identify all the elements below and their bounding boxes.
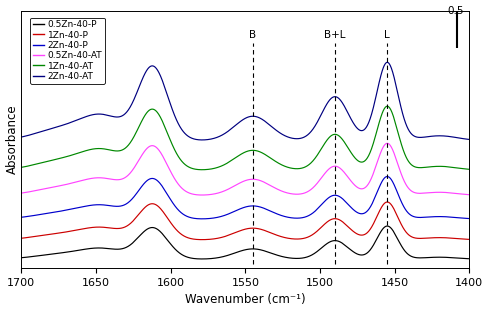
2Zn-40-AT	[197, 138, 203, 142]
1Zn-40-P	[466, 237, 471, 241]
0.5Zn-40-P	[98, 246, 103, 250]
2Zn-40-P	[197, 217, 203, 221]
1Zn-40-P	[132, 217, 138, 221]
1Zn-40-AT	[295, 167, 301, 171]
0.5Zn-40-AT	[175, 182, 181, 185]
Line: 1Zn-40-AT: 1Zn-40-AT	[21, 106, 468, 170]
1Zn-40-AT	[199, 168, 204, 172]
0.5Zn-40-P	[175, 250, 181, 254]
2Zn-40-P	[295, 216, 301, 220]
1Zn-40-P	[175, 229, 181, 233]
Text: B+L: B+L	[324, 30, 345, 40]
0.5Zn-40-AT	[295, 192, 301, 196]
0.5Zn-40-P	[466, 257, 471, 261]
0.5Zn-40-AT	[132, 165, 138, 168]
1Zn-40-P	[19, 236, 24, 240]
1Zn-40-AT	[197, 168, 203, 172]
X-axis label: Wavenumber (cm⁻¹): Wavenumber (cm⁻¹)	[184, 294, 305, 306]
0.5Zn-40-AT	[199, 193, 204, 197]
2Zn-40-AT	[19, 135, 24, 139]
2Zn-40-AT	[132, 95, 138, 99]
2Zn-40-AT	[199, 138, 204, 142]
Text: 0.5: 0.5	[446, 6, 463, 16]
0.5Zn-40-P	[19, 256, 24, 260]
2Zn-40-AT	[384, 61, 390, 64]
2Zn-40-P	[199, 217, 204, 221]
Text: L: L	[384, 30, 389, 40]
1Zn-40-AT	[19, 165, 24, 169]
2Zn-40-P	[384, 175, 389, 178]
0.5Zn-40-AT	[98, 176, 103, 180]
1Zn-40-AT	[132, 133, 138, 137]
2Zn-40-AT	[384, 61, 389, 64]
1Zn-40-AT	[175, 154, 181, 158]
0.5Zn-40-P	[295, 256, 301, 260]
1Zn-40-AT	[466, 168, 471, 171]
Text: B: B	[249, 30, 256, 40]
0.5Zn-40-AT	[466, 193, 471, 197]
Y-axis label: Absorbance: Absorbance	[5, 105, 19, 174]
2Zn-40-P	[98, 203, 103, 207]
0.5Zn-40-AT	[384, 142, 390, 145]
2Zn-40-P	[132, 194, 138, 197]
1Zn-40-AT	[98, 147, 103, 150]
2Zn-40-P	[19, 215, 24, 219]
1Zn-40-AT	[384, 105, 390, 108]
Legend: 0.5Zn-40-P, 1Zn-40-P, 2Zn-40-P, 0.5Zn-40-AT, 1Zn-40-AT, 2Zn-40-AT: 0.5Zn-40-P, 1Zn-40-P, 2Zn-40-P, 0.5Zn-40…	[30, 18, 104, 84]
1Zn-40-P	[384, 200, 389, 204]
1Zn-40-P	[199, 238, 204, 241]
0.5Zn-40-P	[132, 239, 138, 243]
1Zn-40-P	[197, 238, 203, 241]
2Zn-40-AT	[295, 137, 301, 140]
1Zn-40-AT	[384, 104, 389, 108]
2Zn-40-P	[175, 207, 181, 211]
2Zn-40-AT	[466, 138, 471, 141]
1Zn-40-P	[98, 225, 103, 229]
0.5Zn-40-AT	[384, 141, 389, 145]
Line: 2Zn-40-AT: 2Zn-40-AT	[21, 62, 468, 140]
Line: 0.5Zn-40-AT: 0.5Zn-40-AT	[21, 143, 468, 195]
2Zn-40-P	[384, 175, 390, 178]
0.5Zn-40-AT	[19, 191, 24, 195]
2Zn-40-AT	[98, 112, 103, 116]
1Zn-40-P	[295, 237, 301, 241]
0.5Zn-40-P	[197, 257, 203, 261]
0.5Zn-40-P	[384, 224, 390, 228]
2Zn-40-AT	[175, 121, 181, 124]
1Zn-40-P	[384, 200, 390, 204]
0.5Zn-40-P	[384, 224, 389, 228]
Line: 1Zn-40-P: 1Zn-40-P	[21, 202, 468, 240]
Line: 0.5Zn-40-P: 0.5Zn-40-P	[21, 226, 468, 259]
2Zn-40-P	[466, 217, 471, 221]
0.5Zn-40-P	[199, 257, 204, 261]
0.5Zn-40-AT	[197, 193, 203, 197]
Line: 2Zn-40-P: 2Zn-40-P	[21, 177, 468, 219]
